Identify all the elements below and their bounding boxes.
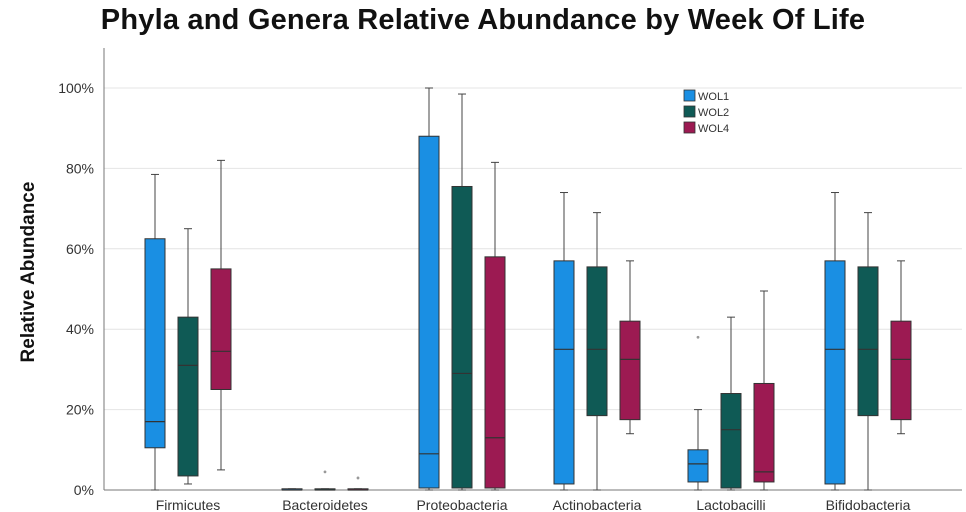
box-wol1 <box>144 238 166 449</box>
y-tick-label: 20% <box>66 402 94 418</box>
box-wol4 <box>753 382 775 483</box>
legend-swatch-wol2 <box>683 105 696 118</box>
x-tick-label: Lactobacilli <box>696 497 765 512</box>
box-wol1 <box>687 449 709 483</box>
x-tick-label: Proteobacteria <box>416 497 507 512</box>
box-wol2 <box>177 316 199 477</box>
box-wol2 <box>586 266 608 417</box>
y-tick-label: 100% <box>58 80 94 96</box>
chart-title: Phyla and Genera Relative Abundance by W… <box>100 4 866 36</box>
box-wol4 <box>210 268 232 390</box>
box-wol2 <box>857 266 879 417</box>
legend-swatch-wol4 <box>683 121 696 134</box>
x-tick-label: Actinobacteria <box>553 497 642 512</box>
legend-label-wol1: WOL1 <box>698 91 729 103</box>
legend-label-wol4: WOL4 <box>698 123 729 135</box>
x-tick-label: Firmicutes <box>156 497 221 512</box>
box-wol4 <box>619 320 641 421</box>
x-tick-label: Bacteroidetes <box>282 497 368 512</box>
box-wol2 <box>720 393 742 489</box>
y-tick-label: 80% <box>66 160 94 176</box>
y-tick-label: 60% <box>66 241 94 257</box>
legend-swatch-wol1 <box>683 89 696 102</box>
outlier-point <box>356 476 360 480</box>
outlier-point <box>696 335 700 339</box>
legend-label-wol2: WOL2 <box>698 107 729 119</box>
box-wol2 <box>451 185 473 489</box>
box-wol1 <box>553 260 575 485</box>
outlier-point <box>323 470 327 474</box>
y-axis-label: Relative Abundance <box>18 182 39 363</box>
box-wol1 <box>824 260 846 485</box>
y-tick-label: 0% <box>74 482 94 498</box>
x-tick-label: Bifidobacteria <box>826 497 911 512</box>
box-wol4 <box>484 256 506 489</box>
box-wol4 <box>890 320 912 421</box>
y-tick-label: 40% <box>66 321 94 337</box>
box-wol1 <box>418 135 440 489</box>
